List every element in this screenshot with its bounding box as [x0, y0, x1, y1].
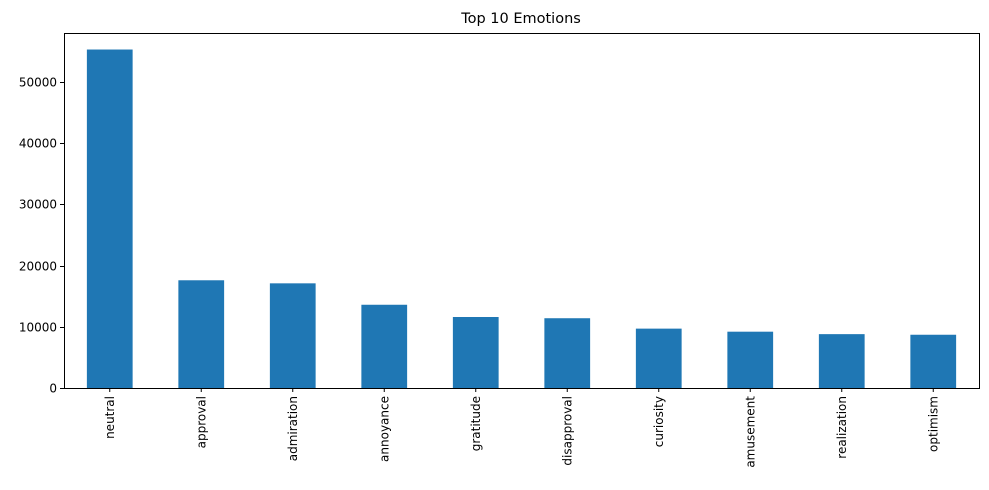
bar-amusement: [727, 331, 774, 388]
bar-admiration: [269, 283, 316, 388]
y-tick-label: 10000: [19, 321, 57, 335]
y-axis: 0 10000 20000 30000 40000 50000: [19, 76, 64, 396]
x-tick-label: realization: [835, 396, 849, 459]
chart-title: Top 10 Emotions: [460, 11, 581, 27]
y-tick-label: 20000: [19, 260, 57, 274]
y-tick-label: 50000: [19, 76, 57, 90]
x-tick-label: admiration: [286, 396, 300, 461]
bar-curiosity: [635, 328, 682, 388]
bar-disapproval: [544, 318, 591, 388]
bar-realization: [818, 334, 865, 388]
x-tick-label: optimism: [926, 396, 940, 452]
x-axis: neutral approval admiration annoyance gratit…: [103, 388, 940, 468]
x-tick-label: annoyance: [377, 396, 391, 462]
x-tick-label: approval: [194, 396, 208, 448]
y-tick-label: 40000: [19, 137, 57, 151]
x-tick-label: neutral: [103, 396, 117, 439]
bar-approval: [178, 280, 225, 388]
bar-annoyance: [361, 304, 408, 388]
bars: [86, 49, 957, 388]
x-tick-label: amusement: [743, 396, 757, 468]
x-tick-label: disapproval: [560, 396, 574, 466]
plot-frame: [64, 33, 980, 389]
bar-neutral: [86, 49, 133, 388]
bar-gratitude: [452, 317, 499, 388]
y-tick-label: 0: [49, 382, 57, 396]
x-tick-label: curiosity: [652, 396, 666, 447]
y-tick-label: 30000: [19, 198, 57, 212]
x-tick-label: gratitude: [469, 396, 483, 451]
bar-optimism: [910, 334, 957, 388]
